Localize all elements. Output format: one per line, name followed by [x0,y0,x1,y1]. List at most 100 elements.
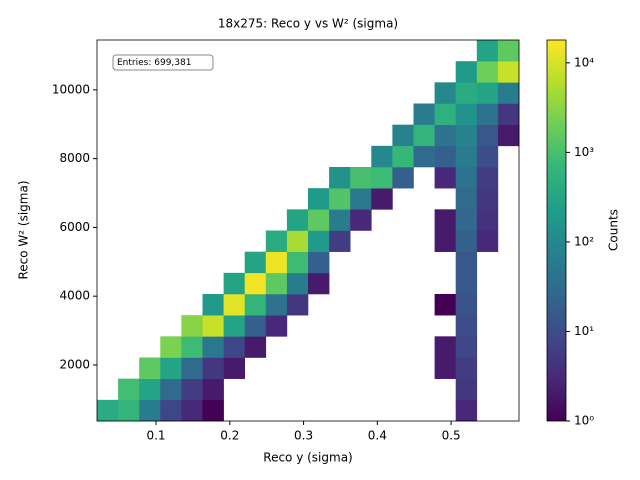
heatmap-cell [244,251,267,274]
heatmap-cell [139,188,160,209]
heatmap-cell [308,336,329,357]
heatmap-cell [329,104,350,125]
heatmap-cell [202,336,224,358]
annotation: Entries: 699,381 [117,58,191,68]
heatmap-cell [498,294,519,315]
heatmap-cell [414,167,435,188]
heatmap-cell [245,209,266,230]
y-tick-label: 4000 [59,289,90,303]
heatmap-cell [371,125,392,146]
heatmap-cell [160,125,181,146]
heatmap-cell [181,273,202,294]
heatmap-cell [455,166,478,189]
heatmap-cell [181,125,202,146]
heatmap-cell [308,125,329,146]
heatmap-cell [224,209,245,230]
heatmap-cell [266,357,287,378]
heatmap-cell [414,188,435,209]
heatmap-cell [118,273,139,294]
heatmap-cell [287,379,308,400]
heatmap-cell [287,400,308,421]
heatmap-cell [224,104,245,125]
heatmap-cell [286,209,309,231]
heatmap-cell [118,336,139,357]
heatmap-cell [245,379,266,400]
heatmap-cell [371,145,393,168]
heatmap-cell [329,125,350,146]
colorbar [546,39,567,422]
heatmap-cell [118,378,140,401]
heatmap-cell [477,336,498,357]
heatmap-cell [308,315,329,336]
heatmap-cell [202,294,224,316]
heatmap-cell [455,357,478,379]
heatmap-cell [97,167,118,188]
heatmap-cell [455,336,478,358]
heatmap-cell [224,40,245,61]
heatmap-cell [434,103,456,125]
heatmap-cell [476,40,499,62]
heatmap-cell [477,294,498,315]
heatmap-cell [160,209,181,230]
heatmap-cell [413,145,435,168]
heatmap-cell [392,379,413,400]
heatmap-cell [181,315,203,337]
heatmap-cell [97,379,118,400]
heatmap-cell [181,252,202,273]
heatmap-cell [498,188,519,209]
heatmap-cell [392,252,413,273]
heatmap-cell [265,272,288,295]
heatmap-cell [181,146,202,167]
heatmap-cell [498,379,519,400]
x-tick-label: 0.1 [146,429,165,443]
heatmap-cell [329,400,350,421]
heatmap-cell [308,272,330,295]
heatmap-cell [244,272,267,295]
heatmap-cell [160,315,181,336]
heatmap-cell [413,124,435,147]
heatmap-cell [160,231,181,252]
heatmap-cell [181,336,203,358]
heatmap-cell [224,231,245,252]
heatmap-cell [498,357,519,378]
y-tick-label: 2000 [59,357,90,371]
heatmap-cell [139,357,161,379]
colorbar-tick-label: 10¹ [574,324,594,338]
heatmap-cell [329,230,351,252]
heatmap-cell [455,145,478,168]
heatmap-cell [350,294,371,315]
heatmap-cell [455,82,478,104]
heatmap-cell [181,378,203,401]
heatmap-cell [181,399,203,422]
heatmap-cell [139,125,160,146]
heatmap-cell [435,273,456,294]
heatmap-cell [308,230,330,252]
heatmap-cell [287,315,308,336]
heatmap-cell [160,294,181,315]
heatmap-cell [371,357,392,378]
heatmap-cell [118,125,139,146]
heatmap-cell [413,103,435,125]
heatmap-cell [476,230,499,252]
heatmap-cell [350,252,371,273]
heatmap-cell [224,146,245,167]
heatmap-cell [497,61,520,83]
heatmap-cell [350,209,372,231]
heatmap-cell [329,166,351,189]
heatmap-cell [455,188,478,210]
heatmap-cell [414,379,435,400]
heatmap-cell [371,315,392,336]
heatmap-cell [476,209,499,231]
colorbar-tick-label: 10³ [574,145,594,159]
heatmap-cell [434,82,456,104]
heatmap-cell [160,82,181,103]
heatmap-cell [203,125,224,146]
heatmap-cell [477,400,498,421]
heatmap-cell [455,272,478,295]
heatmap-cell [203,146,224,167]
heatmap-cell [497,82,520,104]
heatmap-cell [371,209,392,230]
heatmap-cell [414,336,435,357]
heatmap-cell [435,315,456,336]
